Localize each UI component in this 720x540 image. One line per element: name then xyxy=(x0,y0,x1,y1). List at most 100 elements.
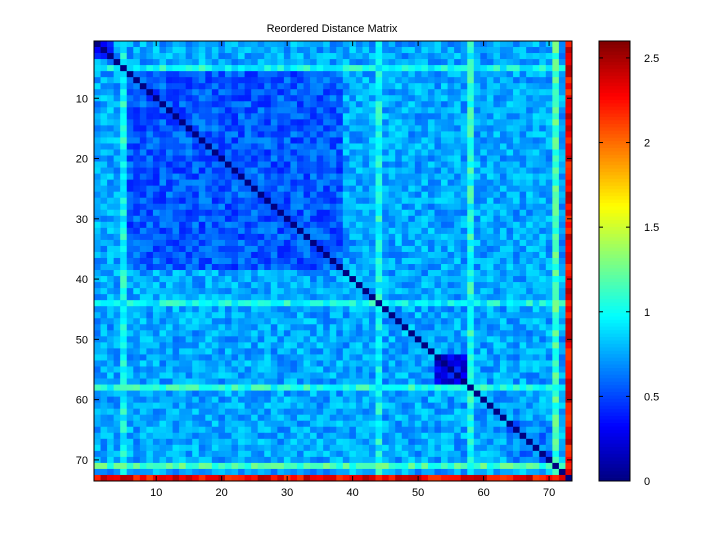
heatmap-cell xyxy=(506,167,514,174)
heatmap-cell xyxy=(277,450,285,458)
heatmap-cell xyxy=(454,239,462,247)
heatmap-cell xyxy=(447,264,455,271)
heatmap-cell xyxy=(100,450,108,458)
heatmap-cell xyxy=(139,288,147,295)
heatmap-cell xyxy=(238,215,245,223)
heatmap-cell xyxy=(159,131,167,138)
heatmap-cell xyxy=(362,155,370,162)
heatmap-cell xyxy=(526,233,534,241)
heatmap-cell xyxy=(382,173,390,180)
heatmap-cell xyxy=(296,221,304,229)
heatmap-cell xyxy=(499,257,507,265)
heatmap-cell xyxy=(94,71,101,78)
heatmap-cell xyxy=(506,197,514,205)
heatmap-cell xyxy=(447,113,455,120)
heatmap-cell xyxy=(205,426,213,434)
heatmap-cell xyxy=(362,294,370,301)
heatmap-cell xyxy=(120,65,128,72)
heatmap-cell xyxy=(467,384,475,391)
heatmap-cell xyxy=(231,245,239,253)
heatmap-cell xyxy=(107,420,114,428)
heatmap-cell xyxy=(224,426,232,434)
heatmap-cell xyxy=(421,233,429,241)
heatmap-cell xyxy=(519,71,527,78)
heatmap-cell xyxy=(120,53,128,60)
heatmap-cell xyxy=(244,276,252,283)
heatmap-cell xyxy=(355,191,363,199)
heatmap-cell xyxy=(519,414,527,422)
heatmap-cell xyxy=(545,396,553,403)
heatmap-cell xyxy=(277,360,285,367)
heatmap-cell xyxy=(395,239,403,247)
heatmap-cell xyxy=(467,300,475,307)
heatmap-cell xyxy=(552,161,560,168)
heatmap-cell xyxy=(296,47,304,54)
heatmap-cell xyxy=(454,95,462,102)
heatmap-cell xyxy=(94,270,101,277)
heatmap-cell xyxy=(264,432,272,440)
heatmap-cell xyxy=(506,221,514,229)
heatmap-cell xyxy=(414,239,422,247)
heatmap-cell xyxy=(408,149,416,156)
heatmap-cell xyxy=(408,215,416,223)
heatmap-cell xyxy=(94,167,101,174)
heatmap-cell xyxy=(480,270,488,277)
heatmap-cell xyxy=(179,245,187,253)
heatmap-cell xyxy=(205,227,213,235)
heatmap-cell xyxy=(355,71,363,78)
heatmap-cell xyxy=(434,47,442,54)
heatmap-cell xyxy=(257,119,265,126)
heatmap-cell xyxy=(172,95,180,102)
heatmap-cell xyxy=(460,408,468,416)
heatmap-cell xyxy=(414,426,422,434)
heatmap-cell xyxy=(434,336,442,343)
heatmap-cell xyxy=(185,83,193,90)
heatmap-cell xyxy=(296,396,304,403)
heatmap-cell xyxy=(218,372,226,379)
heatmap-cell xyxy=(552,113,560,120)
heatmap-cell xyxy=(120,264,128,271)
heatmap-cell xyxy=(152,71,160,78)
heatmap-cell xyxy=(107,354,114,361)
heatmap-cell xyxy=(251,312,259,319)
heatmap-cell xyxy=(185,282,193,289)
heatmap-cell xyxy=(303,167,311,174)
heatmap-cell xyxy=(257,215,265,223)
heatmap-cell xyxy=(185,107,193,114)
heatmap-cell xyxy=(270,239,278,247)
heatmap-cell xyxy=(133,366,141,373)
heatmap-cell xyxy=(126,354,134,361)
heatmap-cell xyxy=(198,444,206,452)
heatmap-cell xyxy=(316,95,324,102)
heatmap-cell xyxy=(467,408,475,416)
heatmap-cell xyxy=(355,113,363,120)
heatmap-cell xyxy=(388,420,396,428)
heatmap-cell xyxy=(185,119,193,126)
heatmap-cell xyxy=(486,432,494,440)
heatmap-cell xyxy=(316,282,324,289)
heatmap-cell xyxy=(179,95,187,102)
heatmap-cell xyxy=(139,264,147,271)
heatmap-cell xyxy=(166,438,173,446)
heatmap-cell xyxy=(395,288,403,295)
heatmap-cell xyxy=(539,245,547,253)
heatmap-cell xyxy=(421,209,429,217)
heatmap-cell xyxy=(296,312,304,319)
heatmap-cell xyxy=(545,264,553,271)
heatmap-cell xyxy=(473,330,481,337)
heatmap-cell xyxy=(558,89,566,96)
heatmap-cell xyxy=(336,89,344,96)
heatmap-cell xyxy=(414,432,422,440)
heatmap-cell xyxy=(152,155,160,162)
heatmap-cell xyxy=(231,161,239,168)
heatmap-cell xyxy=(166,59,173,66)
heatmap-cell xyxy=(323,83,331,90)
heatmap-cell xyxy=(211,294,219,301)
heatmap-cell xyxy=(545,215,553,223)
heatmap-cell xyxy=(362,47,370,54)
heatmap-cell xyxy=(139,155,147,162)
heatmap-cell xyxy=(336,239,344,247)
heatmap-cell xyxy=(434,378,442,385)
heatmap-cell xyxy=(159,167,167,174)
heatmap-cell xyxy=(244,264,252,271)
